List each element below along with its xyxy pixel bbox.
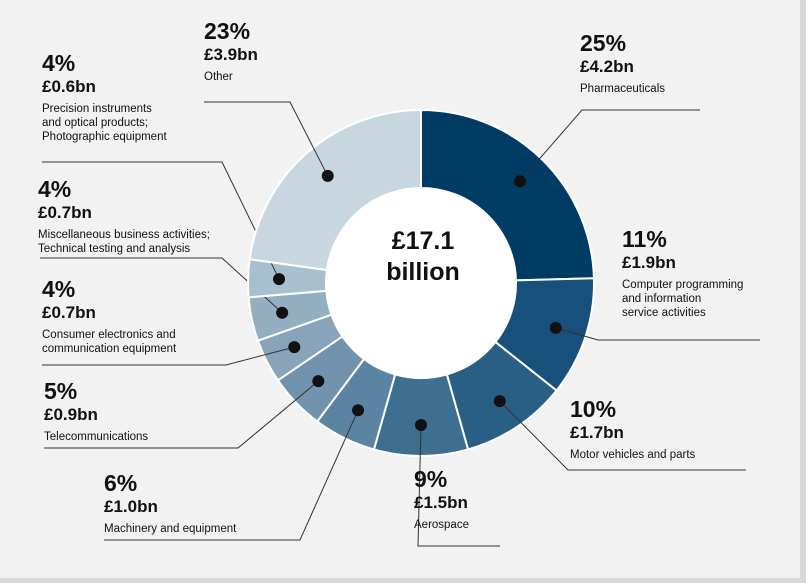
slice-6-percent-label: 5%: [44, 378, 78, 404]
slice-7-marker-dot: [288, 341, 301, 354]
slice-4-leader-line: [417, 424, 500, 547]
slice-6-category-label-line: Telecommunications: [44, 431, 149, 443]
slice-9-category-label: Precision instruments and optical product…: [42, 102, 167, 144]
slice-2-category-label-line: Computer programming: [622, 279, 744, 291]
slice-2-label: 11% £1.9bn Computer programming and informa…: [622, 226, 743, 320]
slice-1-value-label: £4.2bn: [580, 57, 634, 76]
center-total-value: £17.1: [391, 227, 455, 255]
slice-9-value-label: £0.6bn: [42, 77, 96, 96]
slice-6-marker-dot: [312, 375, 325, 388]
slice-4-marker-dot: [415, 419, 427, 431]
slice-8-value-label: £0.7bn: [38, 203, 92, 222]
slice-5-category-label-line: Machinery and equipment: [104, 523, 237, 535]
slice-3-leader-line: [499, 400, 746, 471]
slice-2-category-label-line: and information: [622, 293, 702, 305]
slice-10: [248, 108, 422, 272]
slice-10-value-label: £3.9bn: [204, 45, 258, 64]
slice-8-category-label-line: Technical testing and analysis: [38, 243, 191, 255]
slice-2-percent-label: 11%: [622, 226, 667, 252]
slice-1-leader-line: [519, 109, 700, 182]
slice-1: [420, 108, 595, 282]
slice-9-category-label-line: Photographic equipment: [42, 131, 167, 143]
slice-6-label: 5% £0.9bn Telecommunications: [44, 378, 148, 444]
slice-8-category-label-line: Miscellaneous business activities;: [38, 229, 210, 241]
slice-4-category-label-line: Aerospace: [414, 519, 469, 531]
slice-8-category-label: Miscellaneous business activities; Techni…: [38, 228, 210, 256]
slice-9-label: 4% £0.6bn Precision instruments and optical…: [42, 50, 167, 144]
slice-2-leader-line: [555, 327, 760, 341]
slice-10-category-label-line: Other: [204, 71, 233, 83]
slice-1-category-label-line: Pharmaceuticals: [580, 83, 666, 95]
center-total-unit: billion: [386, 258, 460, 286]
slice-8-marker-dot: [276, 306, 289, 319]
slice-5-label: 6% £1.0bn Machinery and equipment: [104, 470, 236, 536]
slice-2-category-label: Computer programming and information servi…: [622, 278, 743, 320]
slice-5-leader-line: [104, 410, 359, 541]
slice-10-label: 23% £3.9bn Other: [204, 18, 258, 84]
donut-hole: [327, 189, 515, 377]
slice-3-marker-dot: [493, 395, 506, 408]
slice-7-category-label-line: communication equipment: [42, 343, 177, 355]
slice-1-percent-label: 25%: [580, 30, 627, 56]
slice-5-category-label: Machinery and equipment: [104, 522, 236, 536]
slice-2-value-label: £1.9bn: [622, 253, 676, 272]
slice-9-marker-dot: [273, 273, 286, 286]
slice-7-leader-line: [42, 346, 295, 366]
slice-9-percent-label: 4%: [42, 50, 76, 76]
slice-7-category-label-line: Consumer electronics and: [42, 329, 176, 341]
slice-1-marker-dot: [514, 175, 527, 188]
slice-6-leader-line: [44, 380, 319, 449]
slice-5-percent-label: 6%: [104, 470, 138, 496]
slice-6-value-label: £0.9bn: [44, 405, 98, 424]
slice-4-label: 9% £1.5bn Aerospace: [414, 466, 469, 532]
center-total-label: £17.1 billion: [340, 226, 506, 288]
slice-7-percent-label: 4%: [42, 276, 76, 302]
slice-1-label: 25% £4.2bn Pharmaceuticals: [580, 30, 665, 96]
slice-10-marker-dot: [321, 169, 334, 182]
slice-10-category-label: Other: [204, 70, 258, 84]
slice-2-marker-dot: [549, 321, 562, 334]
slice-3-value-label: £1.7bn: [570, 423, 624, 442]
slice-8-percent-label: 4%: [38, 176, 72, 202]
slice-4-category-label: Aerospace: [414, 518, 469, 532]
slice-6-category-label: Telecommunications: [44, 430, 148, 444]
slice-9-category-label-line: and optical products;: [42, 117, 149, 129]
slice-7-value-label: £0.7bn: [42, 303, 96, 322]
slice-7-label: 4% £0.7bn Consumer electronics and communic…: [42, 276, 176, 356]
slice-4-value-label: £1.5bn: [414, 493, 468, 512]
slice-1-category-label: Pharmaceuticals: [580, 82, 665, 96]
slice-5-marker-dot: [352, 404, 365, 417]
slice-3-percent-label: 10%: [570, 396, 617, 422]
slice-2-category-label-line: service activities: [622, 307, 706, 319]
slice-9-category-label-line: Precision instruments: [42, 103, 152, 115]
slice-3-category-label-line: Motor vehicles and parts: [570, 449, 696, 461]
slice-3-category-label: Motor vehicles and parts: [570, 448, 695, 462]
slice-5-value-label: £1.0bn: [104, 497, 158, 516]
slice-3-label: 10% £1.7bn Motor vehicles and parts: [570, 396, 695, 462]
slice-10-leader-line: [204, 101, 329, 177]
slice-10-percent-label: 23%: [204, 18, 251, 44]
slice-8-label: 4% £0.7bn Miscellaneous business activitie…: [38, 176, 210, 256]
slice-7-category-label: Consumer electronics and communication eq…: [42, 328, 176, 356]
slice-4-percent-label: 9%: [414, 466, 448, 492]
